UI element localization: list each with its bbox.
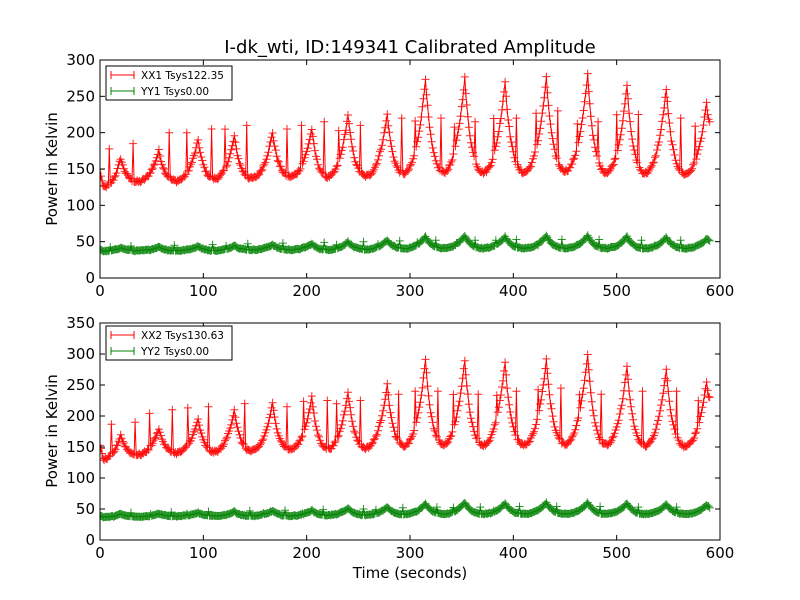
y-tick-label: 100 [66, 469, 95, 487]
x-tick-label: 200 [292, 544, 321, 562]
x-tick-label: 0 [95, 544, 105, 562]
x-tick-label: 600 [706, 544, 735, 562]
upper-legend-label-yy1: YY1 Tsys0.00 [140, 86, 209, 98]
x-tick-label: 300 [396, 544, 425, 562]
chart-title: I-dk_wti, ID:149341 Calibrated Amplitude [224, 37, 596, 58]
upper-ticks: 0 100 200 300 400 500 600 0 50 100 150 200 250 300 [66, 51, 734, 300]
y-tick-label: 150 [66, 438, 95, 456]
x-tick-label: 400 [499, 282, 528, 300]
lower-y-axis-label: Power in Kelvin [43, 374, 61, 488]
x-tick-label: 100 [189, 282, 218, 300]
y-tick-label: 300 [66, 51, 95, 69]
series-yy1 [100, 231, 714, 256]
series-yy2 [100, 498, 714, 522]
lower-ticks: 0 100 200 300 400 500 600 0 50 100 150 200 250 300 350 [66, 314, 734, 562]
lower-subplot: 0 100 200 300 400 500 600 0 50 100 150 200 250 300 350… [43, 314, 734, 582]
x-tick-label: 100 [189, 544, 218, 562]
lower-legend-label-xx2: XX2 Tsys130.63 [141, 330, 224, 342]
series-markers [100, 350, 714, 465]
y-tick-label: 350 [66, 314, 95, 332]
lower-legend: XX2 Tsys130.63 YY2 Tsys0.00 [105, 325, 233, 361]
y-tick-label: 200 [66, 124, 95, 142]
lower-series-layer [100, 350, 714, 522]
upper-legend-entry-xx1: XX1 Tsys122.35 [110, 70, 224, 82]
lower-legend-entry-yy2: YY2 Tsys0.00 [110, 346, 209, 358]
series-group [100, 69, 714, 256]
x-axis-label: Time (seconds) [352, 564, 468, 582]
x-tick-label: 500 [602, 282, 631, 300]
upper-legend-box [105, 65, 233, 101]
lower-legend-box [105, 325, 233, 361]
y-tick-label: 250 [66, 376, 95, 394]
lower-legend-entry-xx2: XX2 Tsys130.63 [110, 330, 224, 342]
x-tick-label: 500 [602, 544, 631, 562]
series-xx2 [100, 350, 714, 465]
upper-subplot: 0 100 200 300 400 500 600 0 50 100 150 200 250 300 Po… [43, 51, 734, 300]
upper-y-axis-label: Power in Kelvin [43, 112, 61, 226]
upper-series-layer [100, 69, 714, 256]
upper-legend-entry-yy1: YY1 Tsys0.00 [110, 86, 209, 98]
x-tick-label: 600 [706, 282, 735, 300]
y-tick-label: 0 [85, 269, 95, 287]
series-markers [100, 498, 714, 522]
x-tick-label: 300 [396, 282, 425, 300]
upper-legend: XX1 Tsys122.35 YY1 Tsys0.00 [105, 65, 233, 101]
y-tick-label: 300 [66, 345, 95, 363]
x-tick-label: 0 [95, 282, 105, 300]
series-xx1 [100, 69, 714, 192]
upper-legend-label-xx1: XX1 Tsys122.35 [141, 70, 224, 82]
x-tick-label: 400 [499, 544, 528, 562]
y-tick-label: 50 [76, 500, 95, 518]
y-tick-label: 0 [85, 531, 95, 549]
lower-legend-label-yy2: YY2 Tsys0.00 [140, 346, 209, 358]
x-tick-label: 200 [292, 282, 321, 300]
series-markers [100, 231, 714, 256]
y-tick-label: 150 [66, 160, 95, 178]
series-markers [100, 69, 714, 192]
series-group [100, 350, 714, 522]
y-tick-label: 50 [76, 233, 95, 251]
y-tick-label: 200 [66, 407, 95, 425]
y-tick-label: 250 [66, 87, 95, 105]
y-tick-label: 100 [66, 196, 95, 214]
